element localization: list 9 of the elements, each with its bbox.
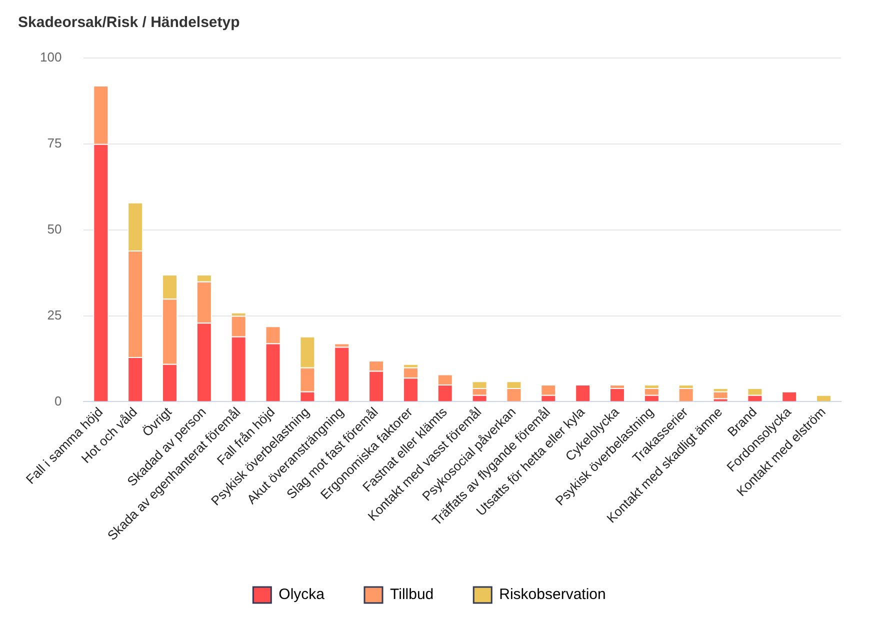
y-tick-label: 75 — [47, 136, 62, 151]
legend-label: Olycka — [278, 586, 326, 604]
y-tick-label: 50 — [47, 221, 62, 236]
legend-label: Riskobservation — [499, 586, 606, 604]
legend-label: Tillbud — [390, 586, 434, 604]
chart-title: Skadeorsak/Risk / Händelsetyp — [18, 14, 240, 32]
y-tick-label: 0 — [54, 393, 62, 408]
y-tick-label: 25 — [47, 307, 62, 322]
y-tick-label: 100 — [40, 50, 62, 65]
